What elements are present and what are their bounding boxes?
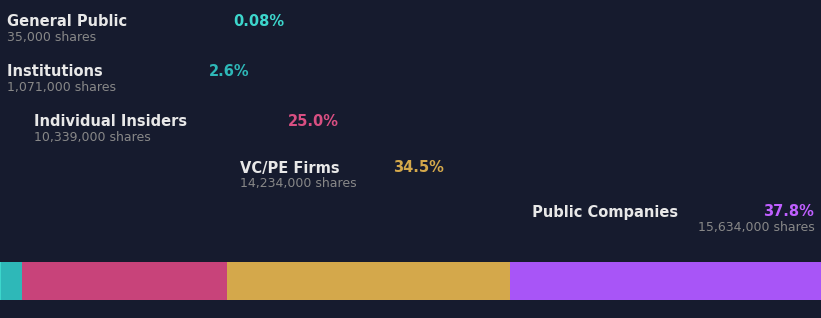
Text: 10,339,000 shares: 10,339,000 shares — [34, 132, 151, 144]
Bar — [1, 262, 22, 300]
Text: VC/PE Firms: VC/PE Firms — [240, 161, 345, 176]
Text: Individual Insiders: Individual Insiders — [34, 114, 193, 129]
Text: 14,234,000 shares: 14,234,000 shares — [240, 177, 356, 190]
Text: 34.5%: 34.5% — [393, 161, 444, 176]
Bar — [22, 262, 227, 300]
Text: Public Companies: Public Companies — [527, 204, 683, 219]
Text: 2.6%: 2.6% — [209, 65, 250, 80]
Text: 25.0%: 25.0% — [287, 114, 338, 129]
Text: Institutions: Institutions — [7, 65, 108, 80]
Text: 1,071,000 shares: 1,071,000 shares — [7, 81, 116, 94]
Bar — [511, 262, 821, 300]
Text: 35,000 shares: 35,000 shares — [7, 31, 96, 45]
Text: 37.8%: 37.8% — [764, 204, 814, 219]
Text: 15,634,000 shares: 15,634,000 shares — [698, 222, 814, 234]
Text: General Public: General Public — [7, 15, 132, 30]
Text: 0.08%: 0.08% — [233, 15, 284, 30]
Bar — [227, 262, 511, 300]
